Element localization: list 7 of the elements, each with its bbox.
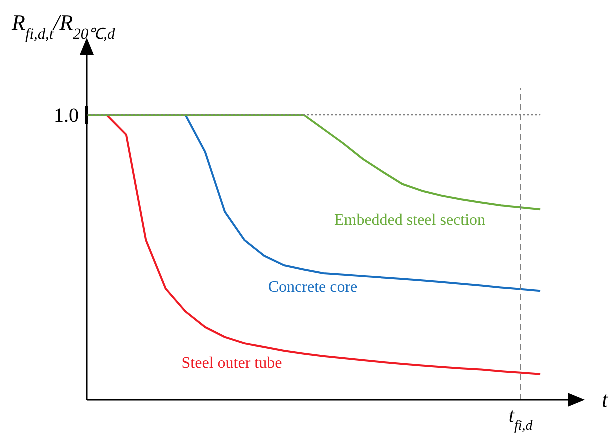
ref-line-label: 1.0 (54, 105, 79, 127)
x-axis-title: t (602, 387, 609, 412)
y-axis-title: R$_{fi,d,t}$/R$_{20℃,d}$ (11, 10, 116, 42)
series-label: Steel outer tube (182, 355, 282, 372)
series-label: Concrete core (268, 279, 358, 296)
text: t$_{fi,d}$ (508, 405, 534, 434)
series-label: Embedded steel section (334, 212, 486, 229)
